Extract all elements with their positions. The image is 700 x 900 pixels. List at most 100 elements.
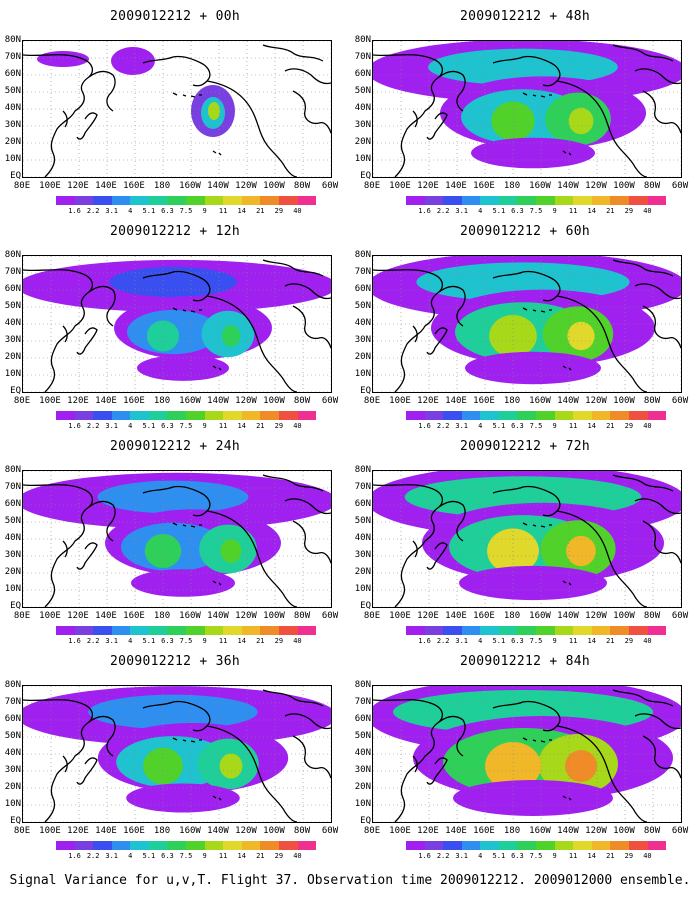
coastline xyxy=(634,498,681,515)
colorbar-tick-label: 7.5 xyxy=(179,207,193,215)
longitude-tick-label: 160E xyxy=(123,826,145,836)
colorbar-swatch xyxy=(406,841,425,850)
colorbar-swatch xyxy=(130,196,149,205)
colorbar-swatch xyxy=(130,411,149,420)
longitude-tick-label: 120W xyxy=(235,611,257,621)
latitude-tick-label: 40N xyxy=(354,533,371,543)
colorbar-swatch xyxy=(536,626,555,635)
forecast-panel: 2009012212 + 60h 80N 70N 60N 50N 40N 30N 20N 10N… xyxy=(350,215,700,430)
coastline xyxy=(23,484,94,607)
coastline xyxy=(522,522,552,528)
coastline xyxy=(556,725,648,822)
longitude-tick-label: 80W xyxy=(293,611,311,621)
colorbar-tick-label: 3.1 xyxy=(455,637,469,645)
colorbar-tick-label: 4 xyxy=(128,207,133,215)
colorbar-swatch xyxy=(297,196,317,205)
longitude-tick-label: 60W xyxy=(671,826,689,836)
colorbar-tick-label: 14 xyxy=(237,422,246,430)
colorbar-tick-label: 14 xyxy=(587,637,596,645)
colorbar-swatch xyxy=(443,411,462,420)
colorbar-tick-label: 1.6 xyxy=(418,422,431,430)
colorbar-tick-label: 2.2 xyxy=(436,207,450,215)
latitude-tick-label: 10N xyxy=(354,584,371,594)
colorbar-swatch xyxy=(297,841,317,850)
latitude-tick-label: 80N xyxy=(354,250,371,260)
coastline xyxy=(262,44,324,62)
latitude-tick-label: 50N xyxy=(4,86,21,96)
longitude-tick-label: 100E xyxy=(389,396,411,406)
longitude-tick-label: 80E xyxy=(13,181,31,191)
coastline xyxy=(284,498,331,515)
colorbar-tick-label: 6.3 xyxy=(511,852,524,860)
latitude-tick-label: 70N xyxy=(4,267,21,277)
longitude-tick-label: 60W xyxy=(671,181,689,191)
colorbar-swatch xyxy=(223,196,242,205)
colorbar-tick-label: 21 xyxy=(606,422,615,430)
variance-contour-region xyxy=(219,753,243,779)
map-canvas xyxy=(373,41,681,177)
variance-contour-region xyxy=(459,565,607,601)
longitude-tick-label: 140W xyxy=(207,396,229,406)
coastline xyxy=(492,485,561,517)
coastline xyxy=(556,295,648,392)
colorbar-tick-label: 29 xyxy=(274,207,284,215)
colorbar-swatch xyxy=(148,196,168,205)
longitude-tick-label: 100E xyxy=(389,611,411,621)
longitude-tick-label: 160E xyxy=(123,396,145,406)
colorbar-tick-label: 5.1 xyxy=(142,207,156,215)
colorbar-labels: 1.6 2.2 3.1 4 5.1 6.3 7.5 9 11 14 21 29 40 xyxy=(406,852,666,860)
panel-title: 2009012212 + 12h xyxy=(109,224,241,239)
colorbar-tick-label: 4 xyxy=(478,422,483,430)
colorbar-swatch xyxy=(204,841,224,850)
coastline xyxy=(492,700,561,732)
longitude-tick-label: 120E xyxy=(417,826,439,836)
latitude-tick-label: EQ xyxy=(360,386,371,396)
longitude-tick-label: 100W xyxy=(263,826,285,836)
coastline xyxy=(62,755,68,773)
latitude-tick-label: 10N xyxy=(354,799,371,809)
colorbar-swatch xyxy=(204,411,224,420)
colorbar-tick-label: 9 xyxy=(552,637,557,645)
latitude-tick-label: 10N xyxy=(354,369,371,379)
latitude-tick-label: EQ xyxy=(10,386,21,396)
longitude-tick-label: 60W xyxy=(671,611,689,621)
colorbar-labels: 1.6 2.2 3.1 4 5.1 6.3 7.5 9 11 14 21 29 40 xyxy=(56,207,316,215)
colorbar-swatch xyxy=(610,841,629,850)
colorbar-swatch xyxy=(573,626,592,635)
colorbar-labels: 1.6 2.2 3.1 4 5.1 6.3 7.5 9 11 14 21 29 40 xyxy=(406,422,666,430)
longitude-tick-label: 120W xyxy=(585,396,607,406)
colorbar-tick-label: 2.2 xyxy=(86,207,100,215)
coastline xyxy=(206,510,298,607)
longitude-tick-label: 160W xyxy=(529,611,551,621)
colorbar-swatch xyxy=(461,841,481,850)
coastline xyxy=(212,580,222,586)
colorbar-swatch xyxy=(628,841,648,850)
latitude-tick-label: 70N xyxy=(354,267,371,277)
colorbar-tick-label: 2.2 xyxy=(86,852,100,860)
forecast-panel: 2009012212 + 84h 80N 70N 60N 50N 40N 30N 20N 10N… xyxy=(350,645,700,860)
coastline xyxy=(426,757,448,785)
colorbar-tick-label: 4 xyxy=(478,852,483,860)
colorbar-swatch xyxy=(93,626,112,635)
colorbar-swatch xyxy=(56,196,75,205)
longitude-tick-label: 180 xyxy=(153,396,171,406)
colorbar-tick-label: 4 xyxy=(478,637,483,645)
colorbar-tick-label: 11 xyxy=(218,207,228,215)
longitude-tick-label: 80E xyxy=(363,396,381,406)
colorbar-tick-label: 7.5 xyxy=(179,422,193,430)
latitude-tick-label: 80N xyxy=(4,465,21,475)
colorbar-tick-label: 6.3 xyxy=(161,852,174,860)
coastline xyxy=(284,68,331,85)
variance-contour-region xyxy=(568,107,594,135)
latitude-tick-label: 60N xyxy=(4,499,21,509)
latitude-tick-label: 60N xyxy=(354,69,371,79)
variance-map xyxy=(22,40,332,178)
colorbar-swatch xyxy=(480,841,499,850)
colorbar-tick-label: 40 xyxy=(293,422,302,430)
panel-title: 2009012212 + 72h xyxy=(459,439,591,454)
coastline xyxy=(373,484,444,607)
longitude-tick-label: 100W xyxy=(263,396,285,406)
colorbar-swatch xyxy=(573,411,592,420)
colorbar-tick-label: 14 xyxy=(587,207,596,215)
latitude-tick-label: 60N xyxy=(354,714,371,724)
